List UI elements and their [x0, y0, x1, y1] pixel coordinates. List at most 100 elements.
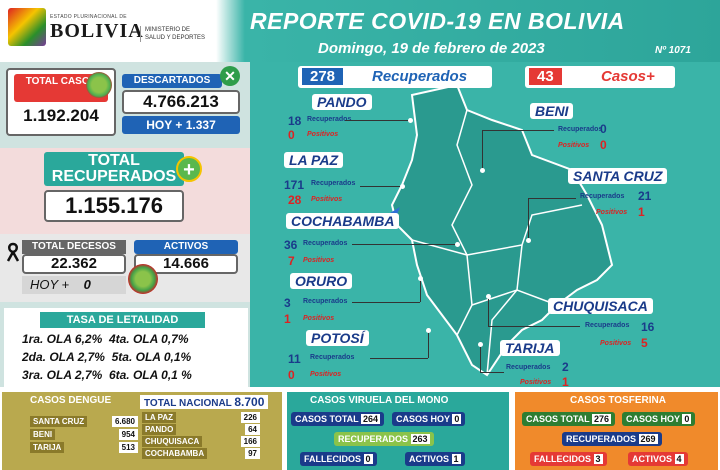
tosferina-active: ACTIVOS 4	[628, 452, 688, 466]
lethality-wave-5: 5ta. OLA 0,1%	[111, 350, 192, 364]
day-recovered-value: 278	[302, 68, 344, 85]
oruro-recovered-label: Recuperados	[303, 298, 348, 305]
dengue-national: TOTAL NACIONAL 8.700	[140, 395, 269, 409]
dengue-national-label: TOTAL NACIONAL	[144, 398, 232, 409]
tosferina-active-label: ACTIVOS	[632, 454, 673, 464]
active-label: ACTIVOS	[134, 240, 238, 254]
viruela-deaths-value: 0	[363, 454, 373, 464]
viruela-today-label: CASOS HOY	[396, 414, 450, 424]
virus-icon	[86, 72, 112, 98]
deaths-today: HOY + 0	[22, 276, 126, 294]
potosi-pin	[426, 328, 431, 333]
santacruz-leader-line-v	[528, 198, 529, 240]
tarija-positive-label: Positivos	[520, 379, 552, 386]
deaths-label: TOTAL DECESOS	[22, 240, 126, 254]
lethality-wave-6: 6ta. OLA 0,1 %	[108, 368, 192, 382]
tosferina-today-value: 0	[682, 414, 692, 424]
dengue-dept: BENI	[30, 429, 56, 440]
pando-pin	[408, 118, 413, 123]
dengue-count: 97	[245, 448, 260, 459]
chuquisaca-recovered: 16	[641, 320, 655, 334]
viruela-total: CASOS TOTAL 264	[291, 412, 385, 426]
discarded-card: DESCARTADOS 4.766.213 HOY + 1.337	[122, 74, 240, 144]
tarija-pin	[478, 342, 483, 347]
oruro-recovered: 3	[284, 296, 291, 310]
lethality-row: 2da. OLA 2,7% 5ta. OLA 0,1%	[22, 350, 191, 364]
report-title: REPORTE COVID-19 EN BOLIVIA	[250, 8, 625, 34]
chuquisaca-pin	[486, 294, 491, 299]
lapaz-leader-line	[360, 186, 402, 187]
pando-recovered-label: Recuperados	[307, 116, 352, 123]
day-cases-label: Casos+	[601, 68, 655, 85]
santacruz-leader-line	[528, 198, 576, 199]
beni-recovered: 0	[600, 122, 607, 136]
tosferina-deaths-label: FALLECIDOS	[534, 454, 592, 464]
viruela-recovered-value: 263	[410, 434, 430, 444]
dept-name-potosi: POTOSÍ	[306, 330, 369, 346]
santacruz-recovered: 21	[638, 189, 652, 203]
dengue-dept: CHUQUISACA	[142, 436, 203, 447]
viruela-total-value: 264	[361, 414, 381, 424]
virus-icon	[128, 264, 158, 294]
active-value: 14.666	[134, 254, 238, 274]
tosferina-deaths: FALLECIDOS 3	[530, 452, 607, 466]
oruro-positive: 1	[284, 312, 291, 326]
santacruz-pin	[526, 238, 531, 243]
deaths-card: TOTAL DECESOS 22.362 HOY + 0	[22, 240, 126, 298]
lapaz-recovered: 171	[284, 178, 305, 192]
plus-circle-icon: +	[176, 156, 202, 182]
viruela-active-label: ACTIVOS	[409, 454, 450, 464]
dengue-row: CHUQUISACA 166	[142, 436, 260, 447]
pando-leader-line	[345, 120, 410, 121]
recovered-value: 1.155.176	[44, 190, 184, 222]
pando-positive: 0	[288, 128, 295, 142]
mourning-ribbon-icon	[6, 242, 20, 262]
chuquisaca-leader-line-v	[488, 296, 489, 326]
lethality-title: TASA DE LETALIDAD	[40, 312, 205, 328]
cochabamba-recovered-label: Recuperados	[303, 240, 348, 247]
lethality-wave-3: 3ra. OLA 2,7%	[22, 368, 103, 382]
santacruz-positive-label: Positivos	[596, 209, 628, 216]
deaths-today-value: 0	[83, 277, 91, 292]
viruela-active-value: 1	[451, 454, 461, 464]
chuquisaca-leader-line	[488, 326, 580, 327]
dept-name-tarija: TARIJA	[500, 340, 560, 356]
viruela-title: CASOS VIRUELA DEL MONO	[310, 395, 449, 406]
lethality-wave-2: 2da. OLA 2,7%	[22, 350, 105, 364]
dengue-dept: TARIJA	[30, 442, 65, 453]
beni-pin	[480, 168, 485, 173]
tosferina-recovered: RECUPERADOS 269	[562, 432, 662, 446]
potosi-positive: 0	[288, 368, 295, 382]
dengue-dept: LA PAZ	[142, 412, 176, 423]
close-circle-icon: ✕	[220, 66, 240, 86]
gov-name: BOLIVIA	[50, 20, 144, 42]
deaths-today-label: HOY +	[30, 277, 70, 292]
lapaz-pin	[400, 184, 405, 189]
active-card: ACTIVOS 14.666	[134, 240, 238, 278]
dept-name-oruro: ORURO	[290, 273, 353, 289]
tarija-leader-line	[480, 372, 504, 373]
lapaz-positive-label: Positivos	[311, 196, 343, 203]
dengue-left-list: SANTA CRUZ 6.680 BENI 954 TARIJA 513	[30, 416, 138, 453]
bolivia-coat-of-arms-icon	[8, 8, 46, 46]
deaths-value: 22.362	[22, 254, 126, 274]
dengue-row: COCHABAMBA 97	[142, 448, 260, 459]
tosferina-today-label: CASOS HOY	[626, 414, 680, 424]
chuquisaca-positive-label: Positivos	[600, 340, 632, 347]
tosferina-recovered-label: RECUPERADOS	[566, 434, 637, 444]
dept-name-beni: BENI	[530, 103, 574, 119]
tosferina-total-label: CASOS TOTAL	[526, 414, 590, 424]
potosi-leader-line-v	[428, 330, 429, 358]
cochabamba-recovered: 36	[284, 238, 298, 252]
dept-name-cochabamba: COCHABAMBA	[286, 213, 400, 229]
viruela-today: CASOS HOY 0	[392, 412, 466, 426]
discarded-value: 4.766.213	[122, 90, 240, 114]
lethality-row: 3ra. OLA 2,7% 6ta. OLA 0,1 %	[22, 368, 192, 382]
cochabamba-positive: 7	[288, 254, 295, 268]
oruro-leader-line	[352, 302, 420, 303]
viruela-recovered: RECUPERADOS 263	[334, 432, 434, 446]
dept-name-pando: PANDO	[312, 94, 372, 110]
cochabamba-positive-label: Positivos	[303, 257, 335, 264]
day-recovered-box: 278 Recuperados	[298, 66, 492, 88]
ministry-name: MINISTERIO DE SALUD Y DEPORTES	[140, 26, 210, 42]
